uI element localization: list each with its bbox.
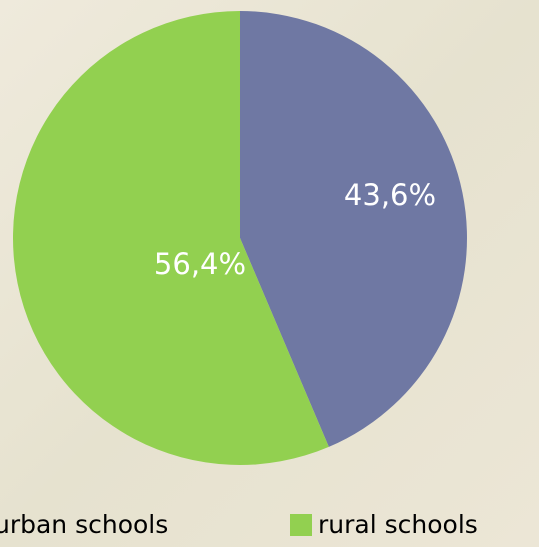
legend-label: rural schools [318, 510, 478, 539]
pie-slice [240, 11, 467, 447]
data-label: 56,4% [154, 247, 246, 281]
data-label: 43,6% [344, 178, 436, 212]
pie-slice [12, 11, 329, 465]
legend-swatch [290, 514, 312, 536]
legend-label: urban schools [0, 510, 168, 539]
